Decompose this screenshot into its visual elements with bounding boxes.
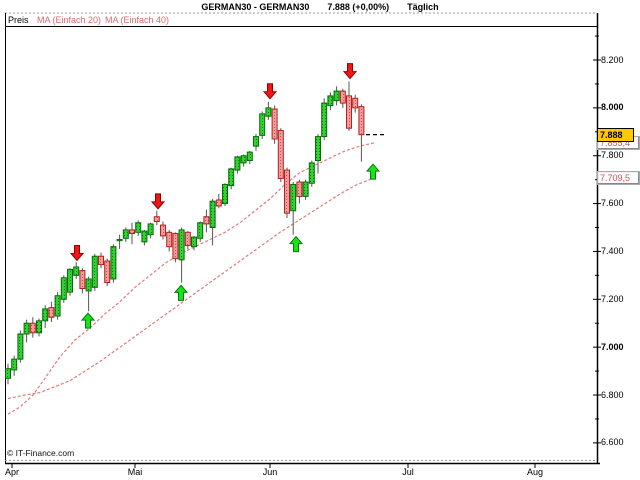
symbol-label: GERMAN30 - GERMAN30 (201, 2, 310, 12)
candle (73, 262, 80, 279)
candle (203, 209, 210, 233)
ma40-line (7, 176, 376, 400)
y-axis-label: 8.200 (601, 54, 624, 65)
candle (290, 182, 297, 235)
buy-signal-arrow-icon (173, 284, 189, 301)
candle (315, 134, 321, 174)
candle (110, 244, 117, 283)
period-label: Täglich (407, 2, 439, 12)
candle (166, 229, 173, 252)
candle (23, 319, 30, 343)
legend-ma40[interactable]: MA (Einfach 40) (105, 15, 170, 25)
candle (209, 198, 216, 246)
candle (222, 183, 228, 206)
candle (346, 81, 352, 131)
candle (259, 111, 266, 139)
y-axis-label: 7.000 (601, 341, 624, 352)
candle (116, 234, 123, 250)
buy-signal-arrow-icon (365, 163, 381, 180)
y-axis-label: 6.800 (601, 389, 624, 400)
candle (17, 330, 24, 363)
buy-signal-arrow-icon (288, 235, 304, 253)
series-legend: Preis MA (Einfach 20) MA (Einfach 40) (0, 15, 640, 27)
candle (67, 268, 73, 296)
candle (234, 155, 241, 174)
candle (352, 94, 359, 113)
y-axis-label: 7.800 (601, 150, 624, 161)
x-axis-month-label: Apr (4, 467, 19, 477)
y-axis-label: 8.000 (601, 102, 624, 113)
candle (48, 301, 55, 323)
candle (160, 221, 166, 240)
candles (5, 81, 365, 385)
x-axis-month-label: Aug (526, 467, 543, 477)
candle (197, 221, 204, 242)
candle (358, 104, 365, 162)
candle (253, 134, 259, 151)
candle (141, 229, 148, 246)
candle (191, 235, 197, 251)
candle (277, 128, 284, 183)
sell-signal-arrow-icon (150, 193, 166, 210)
candle (129, 222, 135, 245)
candle (54, 292, 61, 320)
candle (327, 92, 334, 111)
candle (228, 167, 235, 190)
candle (153, 210, 160, 226)
chart-frame (5, 12, 600, 465)
ma40-price-label: 7.709,5 (597, 171, 640, 186)
y-axis-ticks (11, 35, 601, 468)
candle (172, 232, 179, 263)
sell-signal-arrow-icon (342, 63, 358, 80)
candle (91, 253, 98, 291)
candle (79, 268, 86, 294)
candle (321, 98, 328, 141)
candle (147, 222, 154, 239)
candle (29, 317, 36, 338)
candle (308, 160, 315, 187)
candle (135, 220, 142, 236)
candle (122, 227, 129, 242)
quote-label: 7.888 (+0,00%) (327, 2, 390, 12)
candle (265, 101, 272, 120)
candle (178, 227, 185, 283)
last-price-label: 7.888 (597, 127, 634, 142)
candle (296, 179, 303, 204)
buy-signal-arrow-icon (80, 312, 96, 329)
y-axis-label: 7.400 (601, 245, 624, 256)
chart-title: GERMAN30 - GERMAN30 7.888 (+0,00%) Täglich (0, 2, 640, 12)
candle (284, 167, 290, 218)
sell-signal-arrow-icon (69, 245, 85, 262)
candle (246, 150, 253, 165)
y-axis-label: 7.200 (601, 293, 624, 304)
candle (302, 179, 309, 200)
candle (215, 194, 222, 209)
candle (339, 88, 346, 108)
y-axis-label: 7.600 (601, 198, 624, 209)
candle (42, 305, 49, 329)
legend-ma20[interactable]: MA (Einfach 20) (37, 15, 102, 25)
candle (5, 363, 11, 385)
sell-signal-arrow-icon (262, 83, 278, 100)
x-axis-month-label: Jun (262, 467, 278, 477)
signal-arrows (69, 63, 381, 329)
candle (85, 276, 92, 312)
candle (36, 318, 42, 337)
candle (240, 154, 247, 167)
y-axis-label: 6.600 (601, 437, 624, 448)
candle (104, 258, 111, 287)
x-axis-month-label: Mai (127, 467, 143, 477)
candle (184, 231, 191, 250)
candle (60, 275, 67, 303)
candle (333, 86, 340, 106)
watermark: © IT-Finance.com (7, 448, 77, 458)
candle (271, 105, 278, 144)
candle (98, 252, 104, 269)
legend-price-series[interactable]: Preis (8, 15, 29, 25)
candle (11, 355, 18, 376)
x-axis-month-label: Jul (402, 467, 414, 477)
